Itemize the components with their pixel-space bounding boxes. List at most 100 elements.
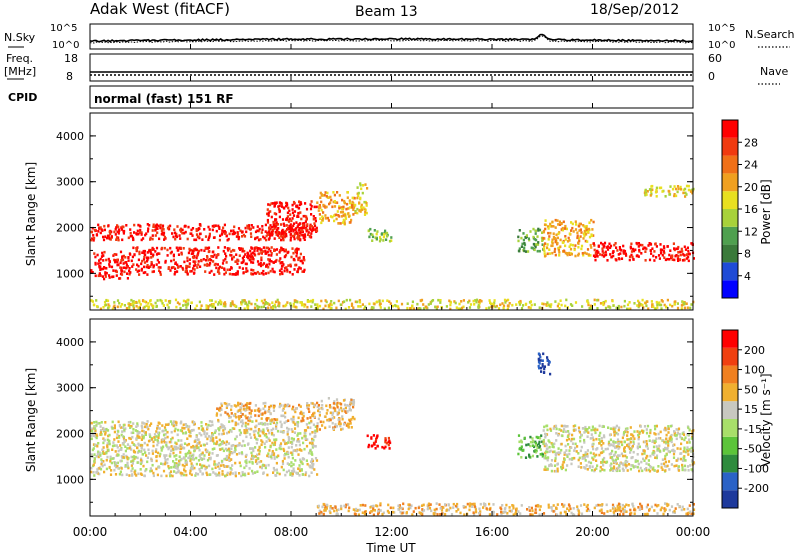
heatmap-cell <box>676 306 680 310</box>
heatmap-cell <box>618 257 621 261</box>
heatmap-cell <box>370 436 373 439</box>
heatmap-cell <box>297 432 300 435</box>
heatmap-cell <box>234 471 237 474</box>
heatmap-cell <box>256 304 259 308</box>
heatmap-cell <box>298 229 301 232</box>
heatmap-cell <box>435 307 438 311</box>
heatmap-cell <box>116 224 119 227</box>
heatmap-cell <box>342 205 345 209</box>
heatmap-cell <box>281 462 285 466</box>
heatmap-cell <box>244 424 247 428</box>
heatmap-cell <box>314 217 317 220</box>
heatmap-cell <box>544 454 547 458</box>
heatmap-cell <box>497 307 501 310</box>
heatmap-cell <box>346 422 349 426</box>
heatmap-cell <box>176 428 180 432</box>
heatmap-cell <box>103 277 106 281</box>
heatmap-cell <box>578 222 581 226</box>
heatmap-cell <box>198 441 201 444</box>
heatmap-cell <box>523 246 526 250</box>
heatmap-cell <box>543 444 546 448</box>
heatmap-cell <box>603 468 606 472</box>
heatmap-cell <box>480 299 483 303</box>
heatmap-cell <box>172 451 175 455</box>
heatmap-cell <box>112 269 115 272</box>
heatmap-cell <box>158 431 161 435</box>
heatmap-cell <box>602 425 605 428</box>
heatmap-cell <box>502 306 505 310</box>
heatmap-cell <box>303 222 306 225</box>
heatmap-cell <box>92 239 95 242</box>
heatmap-cell <box>344 406 347 410</box>
heatmap-cell <box>665 465 668 468</box>
heatmap-cell <box>596 255 599 258</box>
heatmap-cell <box>224 303 227 306</box>
heatmap-cell <box>167 423 170 426</box>
heatmap-cell <box>556 236 559 240</box>
heatmap-cell <box>317 409 320 413</box>
heatmap-cell <box>233 427 236 430</box>
heatmap-cell <box>522 238 525 242</box>
heatmap-cell <box>318 204 321 207</box>
heatmap-cell <box>650 252 653 255</box>
heatmap-cell <box>306 233 310 236</box>
heatmap-cell <box>260 299 263 303</box>
heatmap-cell <box>248 407 251 411</box>
heatmap-cell <box>242 260 245 264</box>
heatmap-cell <box>372 508 375 512</box>
heatmap-cell <box>303 268 306 272</box>
heatmap-cell <box>340 505 343 508</box>
heatmap-cell <box>257 422 260 426</box>
heatmap-cell <box>284 248 287 252</box>
heatmap-cell <box>227 447 230 451</box>
heatmap-cell <box>143 265 146 269</box>
heatmap-cell <box>357 513 360 516</box>
heatmap-cell <box>100 433 103 436</box>
heatmap-cell <box>276 298 279 302</box>
heatmap-cell <box>144 233 147 237</box>
heatmap-cell <box>546 246 549 250</box>
heatmap-cell <box>324 426 327 430</box>
heatmap-cell <box>601 243 604 246</box>
heatmap-cell <box>570 446 573 449</box>
heatmap-cell <box>234 474 237 478</box>
heatmap-cell <box>548 248 551 251</box>
heatmap-cell <box>246 307 250 310</box>
heatmap-cell <box>268 303 271 306</box>
heatmap-cell <box>227 414 231 418</box>
heatmap-cell <box>590 428 593 432</box>
heatmap-cell <box>218 432 221 436</box>
heatmap-cell <box>280 423 283 426</box>
heatmap-cell <box>612 444 615 448</box>
heatmap-cell <box>332 200 335 204</box>
heatmap-cell <box>190 467 193 470</box>
heatmap-cell <box>250 272 253 275</box>
heatmap-cell <box>617 428 620 432</box>
heatmap-cell <box>296 270 299 273</box>
heatmap-cell <box>690 512 693 515</box>
heatmap-cell <box>218 467 221 470</box>
heatmap-cell <box>291 472 294 476</box>
heatmap-cell <box>258 410 261 413</box>
heatmap-cell <box>232 273 235 276</box>
heatmap-cell <box>135 248 138 252</box>
heatmap-cell <box>175 464 178 467</box>
heatmap-cell <box>228 403 231 406</box>
heatmap-cell <box>297 467 300 470</box>
heatmap-cell <box>523 436 526 440</box>
heatmap-cell <box>325 404 328 408</box>
heatmap-cell <box>679 447 682 451</box>
heatmap-cell <box>131 474 134 477</box>
heatmap-cell <box>367 443 371 447</box>
heatmap-cell <box>249 436 253 439</box>
heatmap-cell <box>325 195 328 198</box>
heatmap-cell <box>381 299 384 303</box>
heatmap-cell <box>204 467 207 471</box>
heatmap-cell <box>454 301 457 305</box>
heatmap-cell <box>327 419 331 423</box>
heatmap-cell <box>316 405 319 409</box>
heatmap-cell <box>557 434 560 437</box>
heatmap-cell <box>492 302 495 306</box>
heatmap-cell <box>645 440 648 443</box>
heatmap-cell <box>147 448 150 452</box>
